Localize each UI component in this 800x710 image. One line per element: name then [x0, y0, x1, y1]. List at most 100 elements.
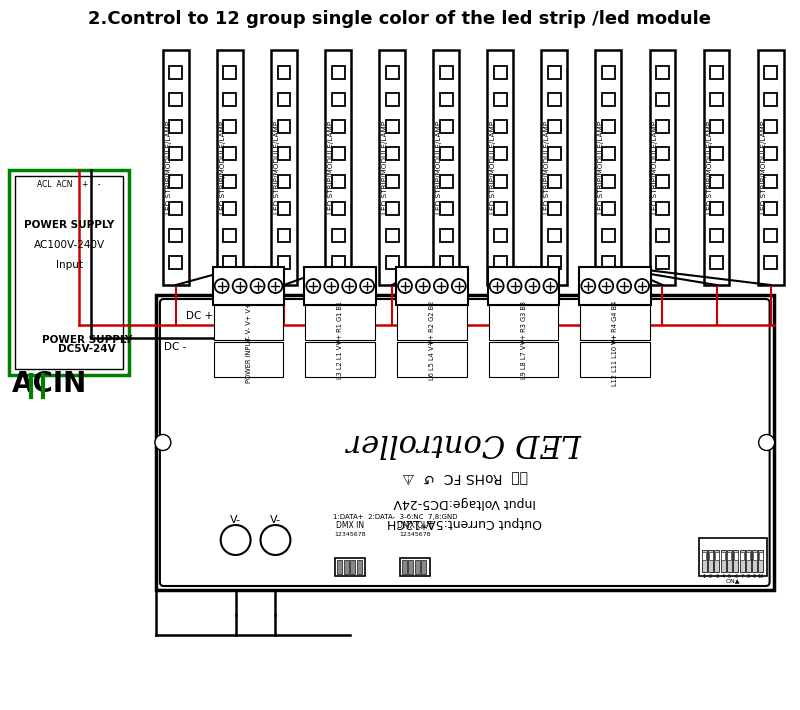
Bar [746, 550, 750, 572]
Bar [656, 229, 669, 242]
Text: LED STRIP/MODULE/LAMP: LED STRIP/MODULE/LAMP [653, 121, 658, 214]
Bar [739, 550, 745, 572]
Bar [278, 202, 290, 214]
Text: LED STRIP/MODULE/LAMP: LED STRIP/MODULE/LAMP [544, 121, 550, 214]
Bar [331, 229, 345, 242]
Bar [494, 93, 506, 106]
Bar [494, 256, 506, 269]
Circle shape [214, 279, 229, 293]
Bar [740, 552, 744, 560]
Bar [396, 267, 468, 305]
Bar [758, 550, 763, 572]
Bar [764, 229, 777, 242]
Bar [710, 175, 723, 187]
Text: 8: 8 [746, 574, 750, 579]
Bar [548, 202, 561, 214]
Bar [721, 550, 726, 572]
Bar [710, 202, 723, 214]
Text: 4: 4 [722, 574, 725, 579]
Bar [223, 175, 236, 187]
Text: V+ R1 G1 B1: V+ R1 G1 B1 [338, 301, 343, 344]
Bar [656, 148, 669, 160]
Circle shape [221, 525, 250, 555]
Bar [386, 120, 398, 133]
Bar [764, 148, 777, 160]
Bar [386, 66, 398, 79]
Bar [214, 305, 283, 340]
Text: 9: 9 [753, 574, 756, 579]
Text: LED STRIP/MODULE/LAMP: LED STRIP/MODULE/LAMP [706, 121, 713, 214]
Bar [494, 120, 506, 133]
Text: LED Controller: LED Controller [347, 427, 582, 458]
Bar [602, 120, 615, 133]
Bar [10, 170, 129, 375]
Bar [727, 552, 731, 560]
Bar [386, 202, 398, 214]
Bar [325, 50, 351, 285]
Bar [386, 229, 398, 242]
Bar [734, 550, 738, 572]
Bar [656, 120, 669, 133]
Bar [379, 50, 405, 285]
Bar [409, 560, 414, 574]
Circle shape [306, 279, 320, 293]
Bar [656, 93, 669, 106]
Text: DC5V-24V: DC5V-24V [58, 344, 116, 354]
Bar [764, 93, 777, 106]
Bar [397, 305, 466, 340]
Bar [548, 66, 561, 79]
Bar [488, 267, 559, 305]
Text: ACL  ACN    +    -: ACL ACN + - [38, 180, 101, 189]
Text: V-: V- [270, 515, 281, 525]
Bar [752, 550, 757, 572]
Text: 1: 1 [702, 574, 706, 579]
Bar [602, 202, 615, 214]
Bar [764, 120, 777, 133]
Bar [170, 256, 182, 269]
Bar [494, 229, 506, 242]
Bar [759, 552, 763, 560]
Bar [338, 560, 342, 574]
Bar [656, 256, 669, 269]
Bar [709, 552, 713, 560]
Text: AC100V-240V: AC100V-240V [34, 240, 105, 250]
Circle shape [250, 279, 265, 293]
Circle shape [635, 279, 649, 293]
Text: LED STRIP/MODULE/LAMP: LED STRIP/MODULE/LAMP [328, 121, 334, 214]
Bar [580, 305, 650, 340]
Bar [170, 175, 182, 187]
Text: LED STRIP/MODULE/LAMP: LED STRIP/MODULE/LAMP [598, 121, 605, 214]
Bar [217, 50, 243, 285]
Bar [708, 550, 713, 572]
Text: ⒸⒺ  RoHS FC  ↺  ⚠: ⒸⒺ RoHS FC ↺ ⚠ [402, 471, 528, 484]
Bar [440, 175, 453, 187]
Bar [170, 66, 182, 79]
Circle shape [543, 279, 558, 293]
Text: LED STRIP/MODULE/LAMP: LED STRIP/MODULE/LAMP [761, 121, 766, 214]
Bar [710, 148, 723, 160]
Bar [746, 552, 750, 560]
Circle shape [269, 279, 282, 293]
Bar [703, 50, 730, 285]
Circle shape [526, 279, 539, 293]
Circle shape [490, 279, 504, 293]
Bar [494, 66, 506, 79]
Bar [602, 148, 615, 160]
Bar [331, 66, 345, 79]
Text: LED STRIP/MODULE/LAMP: LED STRIP/MODULE/LAMP [490, 121, 496, 214]
Bar [440, 148, 453, 160]
Text: V- V- V+ V+: V- V- V+ V+ [246, 302, 251, 342]
Bar [602, 256, 615, 269]
Bar [331, 175, 345, 187]
Bar [400, 558, 430, 576]
Circle shape [398, 279, 412, 293]
Bar [710, 66, 723, 79]
Bar [434, 50, 459, 285]
Bar [548, 120, 561, 133]
Bar [702, 552, 706, 560]
Bar [764, 202, 777, 214]
Bar [710, 229, 723, 242]
Text: L12 L11 L10 V+: L12 L11 L10 V+ [612, 334, 618, 386]
Bar [335, 558, 365, 576]
Bar [170, 93, 182, 106]
